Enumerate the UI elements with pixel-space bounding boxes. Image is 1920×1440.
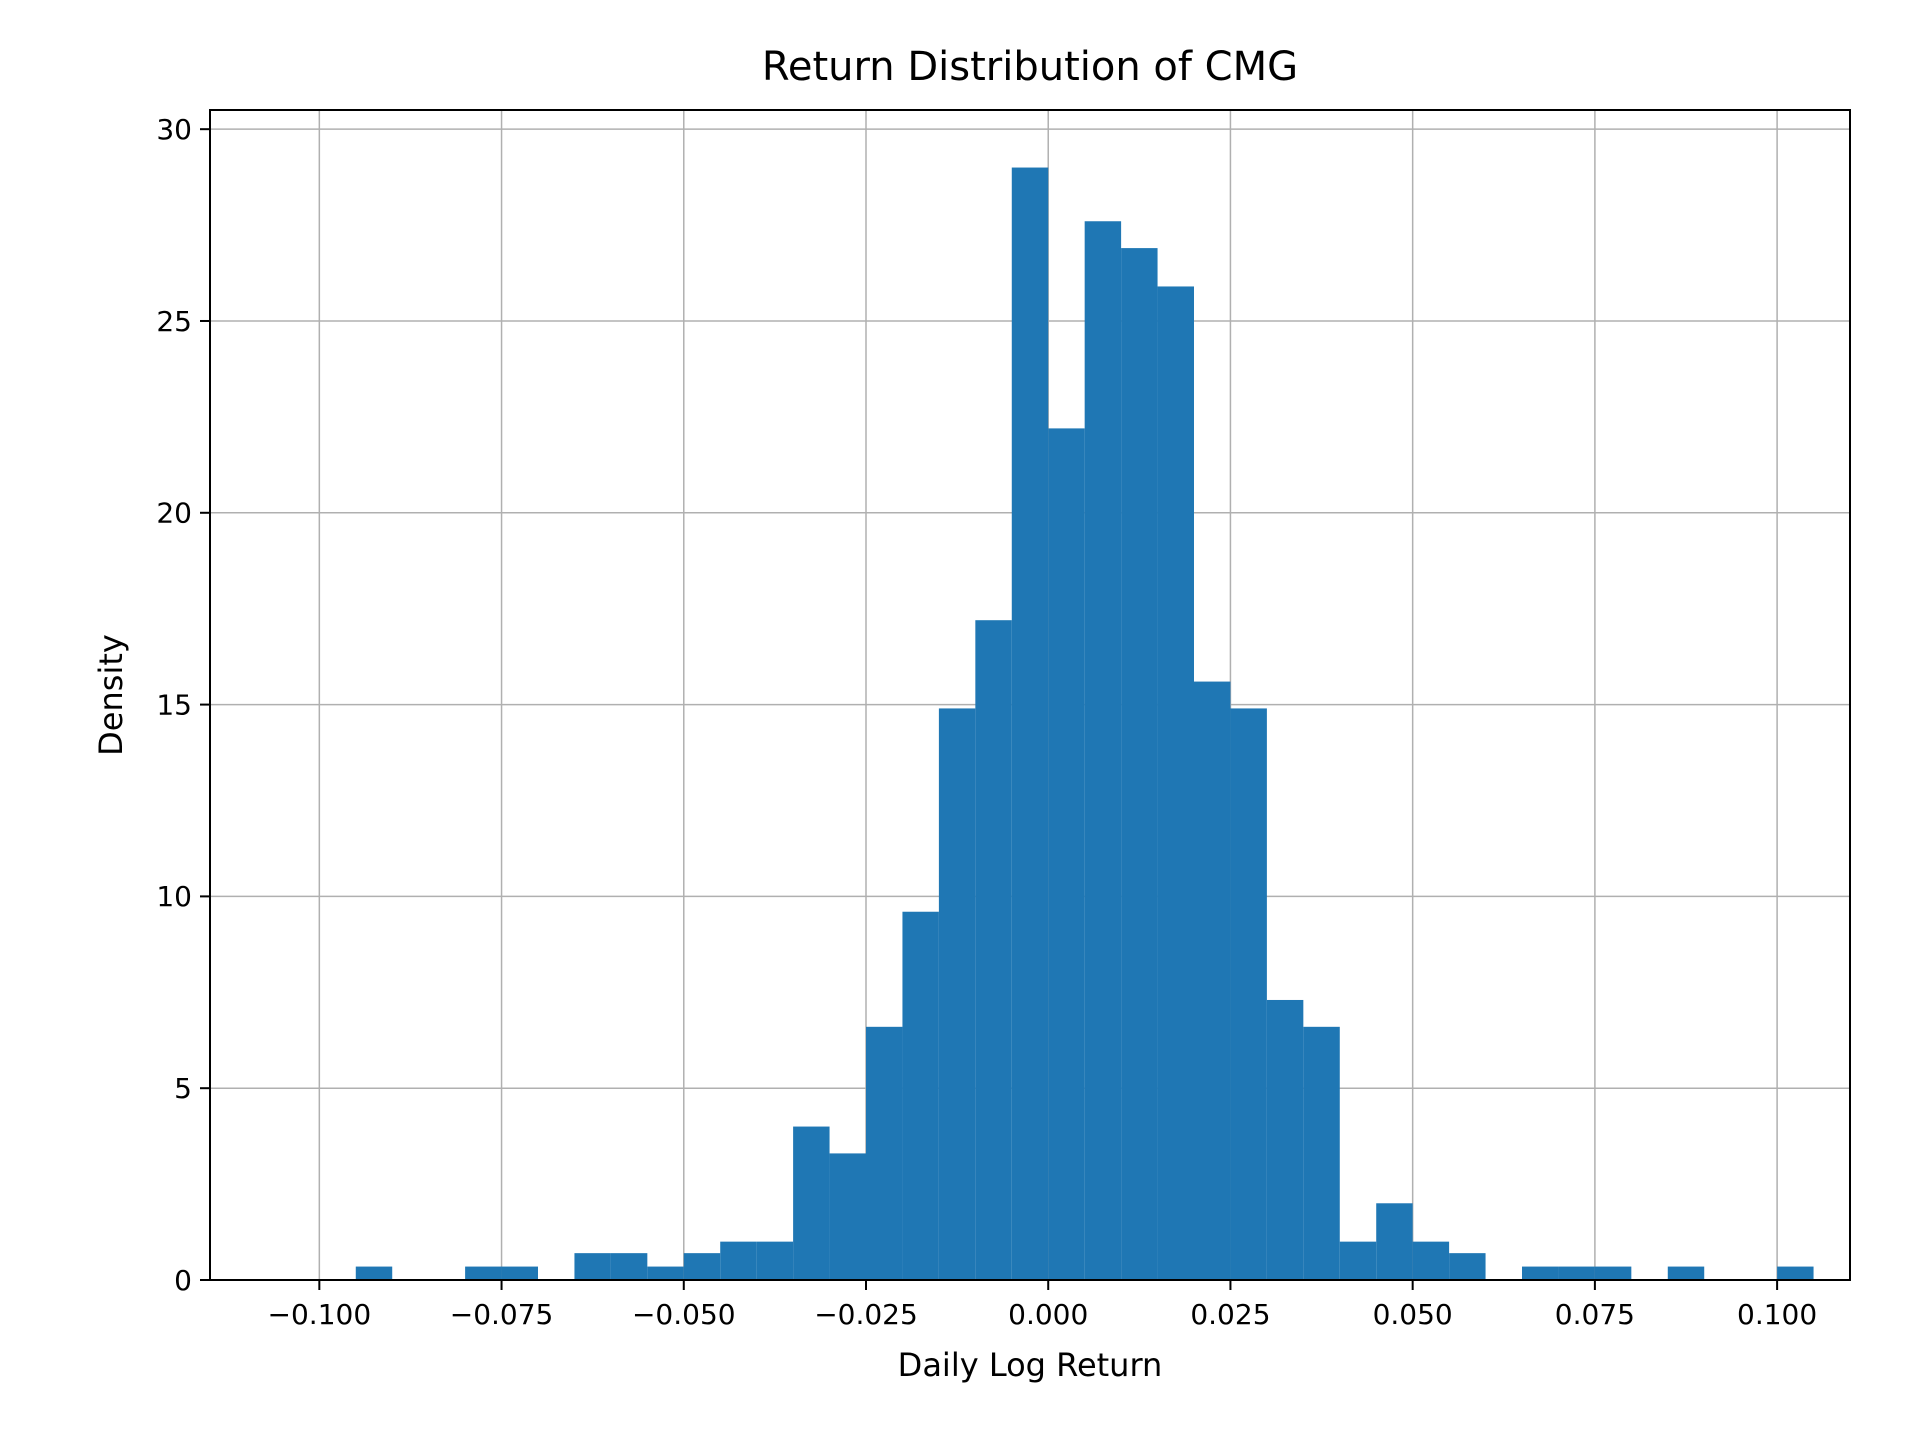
histogram-bar xyxy=(1376,1203,1412,1280)
histogram-bar xyxy=(1267,1000,1303,1280)
x-tick-label: 0.100 xyxy=(1737,1298,1817,1331)
histogram-bar xyxy=(1558,1267,1594,1280)
histogram-chart: −0.100 −0.075 −0.050 −0.025 0.000 0.025 0.050 0… xyxy=(0,0,1920,1440)
y-tick-label: 25 xyxy=(156,305,192,338)
y-tick-label: 30 xyxy=(156,113,192,146)
y-tick-label: 0 xyxy=(174,1264,192,1297)
chart-title: Return Distribution of CMG xyxy=(762,44,1298,90)
histogram-bar xyxy=(611,1253,647,1280)
histogram-bar xyxy=(1230,708,1266,1280)
histogram-bar xyxy=(356,1267,392,1280)
histogram-bar xyxy=(1777,1267,1813,1280)
histogram-bar xyxy=(830,1153,866,1280)
x-tick-label: 0.000 xyxy=(1008,1298,1088,1331)
histogram-bar xyxy=(647,1267,683,1280)
histogram-bar xyxy=(1085,221,1121,1280)
y-tick-label: 10 xyxy=(156,880,192,913)
histogram-bar xyxy=(1413,1242,1449,1280)
x-ticks: −0.100 −0.075 −0.050 −0.025 0.000 0.025 0.050 0… xyxy=(268,1280,1818,1331)
histogram-bar xyxy=(1449,1253,1485,1280)
histogram-bar xyxy=(1595,1267,1631,1280)
histogram-bar xyxy=(1522,1267,1558,1280)
histogram-bar xyxy=(1668,1267,1704,1280)
histogram-bar xyxy=(1048,428,1084,1280)
y-axis-label: Density xyxy=(92,634,130,756)
x-tick-label: −0.050 xyxy=(632,1298,736,1331)
x-axis-label: Daily Log Return xyxy=(898,1346,1163,1384)
histogram-bar xyxy=(1194,682,1230,1280)
x-tick-label: 0.050 xyxy=(1373,1298,1453,1331)
histogram-bar xyxy=(684,1253,720,1280)
histogram-bar xyxy=(1121,248,1157,1280)
y-ticks: 0 5 10 15 20 25 30 xyxy=(156,113,210,1297)
histogram-bar xyxy=(902,912,938,1280)
histogram-bar xyxy=(1012,168,1048,1280)
histogram-bar xyxy=(939,708,975,1280)
x-tick-label: 0.025 xyxy=(1190,1298,1270,1331)
x-tick-label: 0.075 xyxy=(1555,1298,1635,1331)
histogram-bar xyxy=(574,1253,610,1280)
histogram-bar xyxy=(1340,1242,1376,1280)
histogram-bar xyxy=(793,1127,829,1280)
x-tick-label: −0.025 xyxy=(814,1298,918,1331)
histogram-bar xyxy=(1303,1027,1339,1280)
histogram-bar xyxy=(1158,286,1194,1280)
histogram-bar xyxy=(465,1267,501,1280)
y-tick-label: 5 xyxy=(174,1072,192,1105)
histogram-bar xyxy=(866,1027,902,1280)
y-tick-label: 20 xyxy=(156,497,192,530)
x-tick-label: −0.100 xyxy=(268,1298,372,1331)
y-tick-label: 15 xyxy=(156,688,192,721)
x-tick-label: −0.075 xyxy=(450,1298,554,1331)
histogram-bar xyxy=(502,1267,538,1280)
histogram-bar xyxy=(757,1242,793,1280)
histogram-bar xyxy=(720,1242,756,1280)
histogram-bar xyxy=(975,620,1011,1280)
